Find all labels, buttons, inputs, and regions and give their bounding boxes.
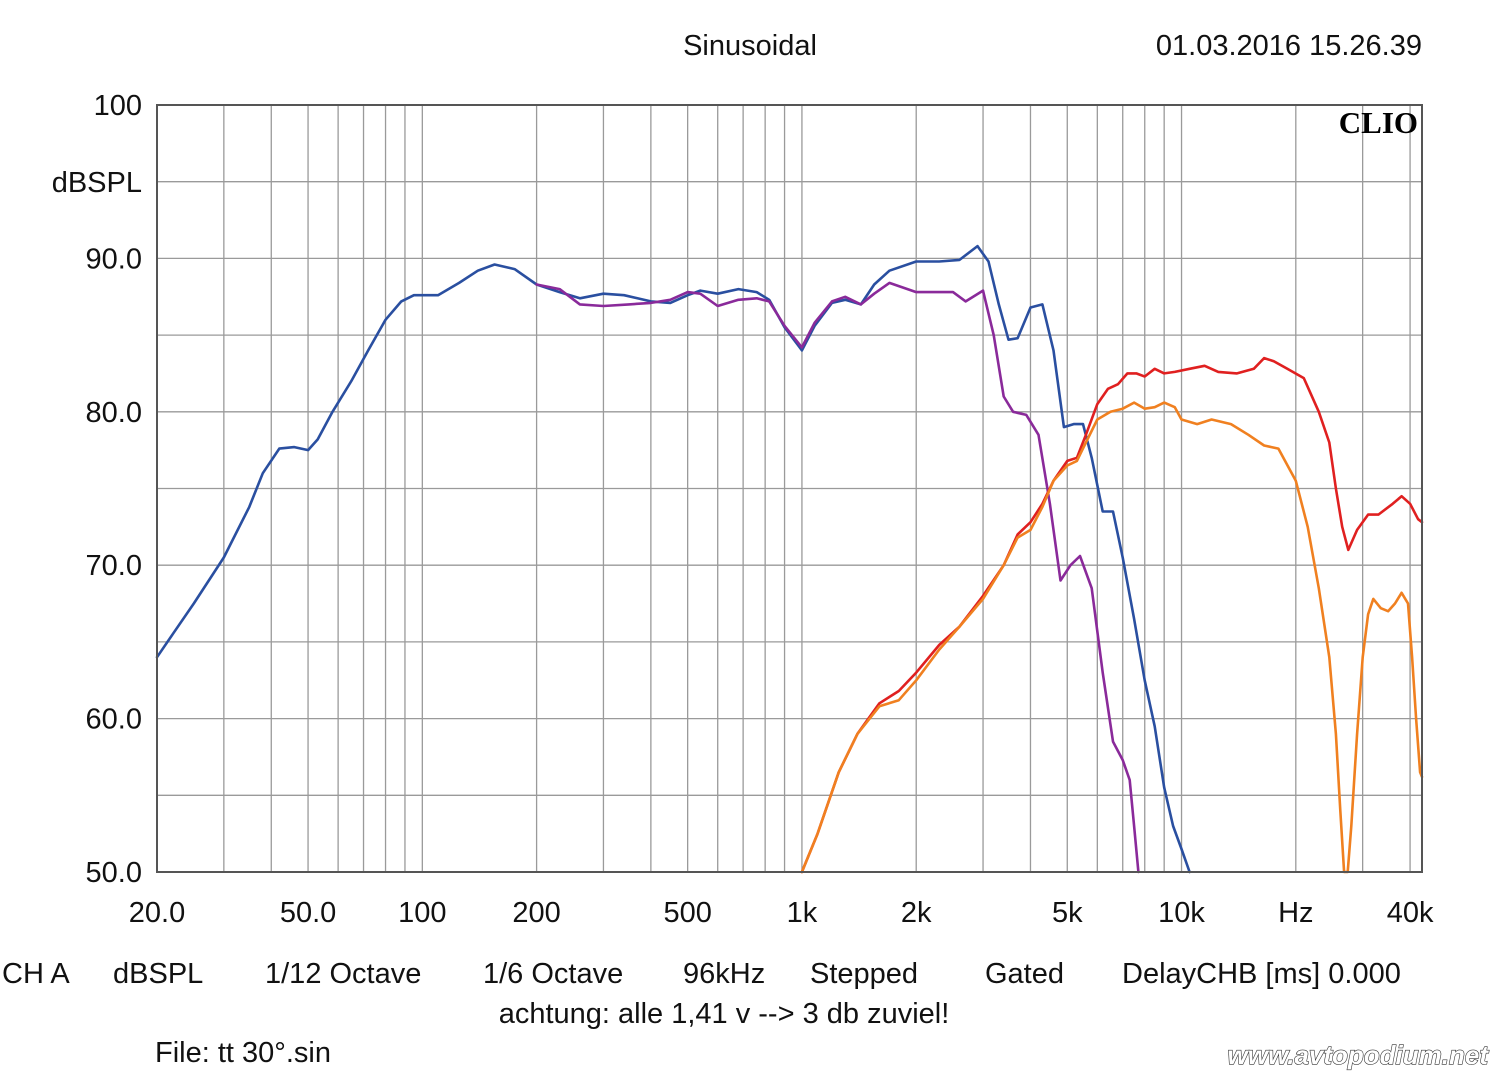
x-tick-label: 200 [512, 897, 560, 929]
x-tick-label: Hz [1278, 897, 1313, 929]
plot-frame [156, 104, 1423, 873]
settings-item: Stepped [810, 958, 918, 990]
settings-item: DelayCHB [ms] 0.000 [1122, 958, 1401, 990]
x-tick-label: 5k [1052, 897, 1083, 929]
x-tick-label: 10k [1158, 897, 1205, 929]
response-curve-4 [800, 401, 1424, 874]
y-tick-label: 90.0 [86, 243, 142, 275]
settings-item: Gated [985, 958, 1064, 990]
x-tick-label: 2k [901, 897, 932, 929]
y-tick-label: 80.0 [86, 397, 142, 429]
clio-logo: CLIO [1339, 105, 1418, 140]
x-tick-label: 1k [787, 897, 818, 929]
y-tick-label: 100 [94, 90, 142, 122]
y-axis-ticks: 100 90.0 80.0 70.0 60.0 50.0 [86, 90, 142, 889]
y-axis-label: dBSPL [52, 167, 142, 199]
x-tick-label: 50.0 [280, 897, 336, 929]
grid-lines [157, 105, 1422, 872]
y-tick-label: 60.0 [86, 704, 142, 736]
y-tick-label: 50.0 [86, 857, 142, 889]
watermark: www.avtopodium.net [1228, 1040, 1490, 1070]
x-axis-ticks: 20.0 50.0 100 200 500 1k 2k 5k 10k Hz 40k [129, 897, 1434, 929]
response-curve-2 [535, 281, 1140, 874]
y-tick-label: 70.0 [86, 550, 142, 582]
settings-item: 1/12 Octave [265, 958, 421, 990]
curves-layer [155, 244, 1424, 874]
settings-item: dBSPL [113, 958, 203, 990]
x-tick-label: 20.0 [129, 897, 185, 929]
x-tick-label: 500 [663, 897, 711, 929]
settings-item: CH A [2, 958, 70, 990]
settings-item: 1/6 Octave [483, 958, 623, 990]
response-curve-1 [155, 244, 1191, 874]
x-tick-label: 100 [398, 897, 446, 929]
measurement-mode-label: Sinusoidal [683, 30, 817, 62]
x-tick-label: 40k [1387, 897, 1434, 929]
measurement-settings-row: CH A dBSPL 1/12 Octave 1/6 Octave 96kHz Stepp… [2, 958, 1401, 990]
settings-item: 96kHz [683, 958, 765, 990]
measurement-datetime: 01.03.2016 15.26.39 [1156, 30, 1422, 62]
note-text: achtung: alle 1,41 v --> 3 db zuviel! [499, 998, 950, 1030]
file-name-text: File: tt 30°.sin [155, 1037, 331, 1069]
